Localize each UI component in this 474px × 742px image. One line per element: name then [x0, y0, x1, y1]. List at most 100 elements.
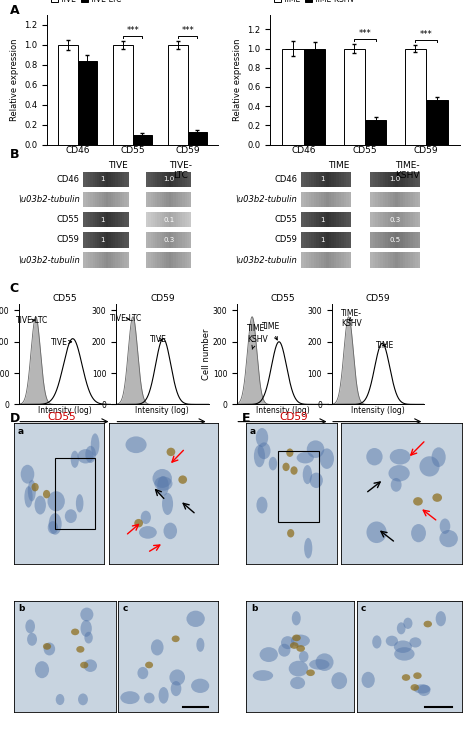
- Legend: TIME, TIME-KSHV: TIME, TIME-KSHV: [274, 0, 356, 4]
- Bar: [175, 232, 178, 248]
- Bar: [341, 232, 344, 248]
- Bar: [189, 232, 191, 248]
- Text: TIVE: TIVE: [108, 161, 128, 170]
- Bar: [86, 191, 88, 207]
- Ellipse shape: [43, 643, 51, 650]
- Bar: [378, 232, 380, 248]
- Bar: [160, 171, 162, 187]
- Bar: [373, 252, 375, 268]
- Bar: [164, 232, 166, 248]
- Bar: [160, 191, 162, 207]
- Bar: [95, 252, 97, 268]
- Bar: [166, 171, 169, 187]
- Bar: [413, 212, 415, 227]
- Bar: [113, 212, 115, 227]
- Bar: [344, 252, 346, 268]
- Bar: [415, 171, 418, 187]
- Title: CD55: CD55: [53, 295, 77, 303]
- Bar: [109, 252, 111, 268]
- Bar: [185, 232, 187, 248]
- Bar: [120, 212, 122, 227]
- Bar: [405, 48, 426, 145]
- Ellipse shape: [139, 526, 157, 539]
- Bar: [380, 212, 383, 227]
- Bar: [314, 171, 316, 187]
- Bar: [418, 171, 420, 187]
- Ellipse shape: [283, 463, 290, 471]
- Text: 0.3: 0.3: [390, 217, 401, 223]
- Bar: [380, 191, 383, 207]
- Ellipse shape: [171, 681, 182, 696]
- Bar: [334, 212, 337, 227]
- Text: CD55: CD55: [57, 215, 80, 224]
- X-axis label: Intensity (log): Intensity (log): [256, 406, 310, 415]
- Ellipse shape: [309, 659, 329, 670]
- Bar: [346, 232, 349, 248]
- Bar: [97, 212, 100, 227]
- Bar: [155, 191, 157, 207]
- Bar: [324, 212, 326, 227]
- Text: \u03b2-tubulin: \u03b2-tubulin: [18, 195, 80, 204]
- Bar: [370, 252, 373, 268]
- Bar: [90, 252, 92, 268]
- X-axis label: Intensity (log): Intensity (log): [351, 406, 405, 415]
- Bar: [283, 48, 304, 145]
- Text: CD59: CD59: [274, 235, 297, 244]
- Bar: [370, 171, 373, 187]
- Text: 1: 1: [320, 237, 324, 243]
- Text: \u03b2-tubulin: \u03b2-tubulin: [18, 255, 80, 264]
- Bar: [349, 252, 351, 268]
- Bar: [155, 252, 157, 268]
- Ellipse shape: [432, 447, 446, 467]
- Bar: [408, 212, 410, 227]
- Bar: [408, 191, 410, 207]
- Bar: [337, 252, 339, 268]
- Ellipse shape: [80, 608, 93, 621]
- Bar: [58, 45, 78, 145]
- Bar: [385, 171, 388, 187]
- Bar: [349, 212, 351, 227]
- Ellipse shape: [137, 667, 148, 679]
- Bar: [178, 212, 180, 227]
- Text: 0.1: 0.1: [163, 217, 174, 223]
- Bar: [402, 171, 405, 187]
- Bar: [182, 252, 185, 268]
- Bar: [329, 191, 331, 207]
- Bar: [415, 191, 418, 207]
- Bar: [339, 212, 341, 227]
- Bar: [157, 252, 160, 268]
- Bar: [169, 212, 171, 227]
- Text: \u03b2-tubulin: \u03b2-tubulin: [236, 195, 297, 204]
- Bar: [316, 212, 319, 227]
- Bar: [185, 212, 187, 227]
- Bar: [378, 212, 380, 227]
- Ellipse shape: [410, 684, 419, 691]
- Ellipse shape: [56, 694, 64, 705]
- Bar: [370, 232, 373, 248]
- Bar: [380, 171, 383, 187]
- Bar: [78, 61, 97, 145]
- Bar: [164, 171, 166, 187]
- Bar: [388, 212, 390, 227]
- Ellipse shape: [419, 456, 439, 476]
- Ellipse shape: [178, 476, 187, 484]
- Bar: [314, 212, 316, 227]
- Ellipse shape: [366, 522, 387, 543]
- Text: 1.0: 1.0: [163, 177, 174, 183]
- Ellipse shape: [310, 473, 323, 488]
- Bar: [185, 191, 187, 207]
- Bar: [314, 252, 316, 268]
- Text: 1: 1: [320, 177, 324, 183]
- Bar: [390, 212, 392, 227]
- Bar: [344, 171, 346, 187]
- Bar: [178, 191, 180, 207]
- Bar: [153, 252, 155, 268]
- Bar: [175, 212, 178, 227]
- Bar: [111, 171, 113, 187]
- Bar: [321, 191, 324, 207]
- Bar: [104, 232, 106, 248]
- Bar: [146, 171, 148, 187]
- Ellipse shape: [43, 490, 50, 499]
- Ellipse shape: [258, 442, 271, 459]
- Bar: [166, 212, 169, 227]
